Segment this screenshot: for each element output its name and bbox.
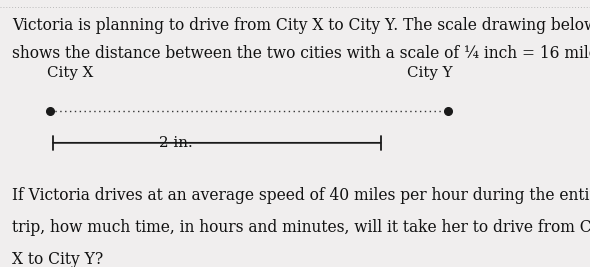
Text: City X: City X xyxy=(47,66,93,80)
Text: trip, how much time, in hours and minutes, will it take her to drive from City: trip, how much time, in hours and minute… xyxy=(12,219,590,236)
Text: If Victoria drives at an average speed of 40 miles per hour during the entire: If Victoria drives at an average speed o… xyxy=(12,187,590,204)
Text: Victoria is planning to drive from City X to City Y. The scale drawing below: Victoria is planning to drive from City … xyxy=(12,17,590,34)
Text: X to City Y?: X to City Y? xyxy=(12,251,103,267)
Text: City Y: City Y xyxy=(407,66,453,80)
Text: shows the distance between the two cities with a scale of ¼ inch = 16 miles.: shows the distance between the two citie… xyxy=(12,45,590,62)
Text: 2 in.: 2 in. xyxy=(159,136,193,150)
